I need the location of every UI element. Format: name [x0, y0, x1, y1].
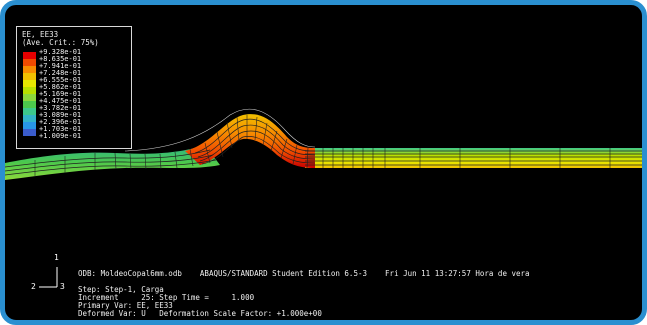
legend-tick-label: +8.635e-01 [39, 55, 82, 63]
legend-swatch [23, 122, 36, 129]
legend-tick-label: +7.941e-01 [39, 62, 82, 70]
undeformed-outline [124, 108, 316, 152]
legend-swatch [23, 80, 36, 87]
legend-swatch [23, 108, 36, 115]
odb-info-line: ODB: MoldeoCopal6mm.odb ABAQUS/STANDARD … [78, 269, 530, 278]
legend-tick-label: +2.396e-01 [39, 118, 82, 126]
legend-swatch [23, 101, 36, 108]
legend-tick-label: +5.169e-01 [39, 90, 82, 98]
deformed-var-line: Deformed Var: U Deformation Scale Factor… [78, 309, 322, 318]
mesh-layer-lines [5, 118, 642, 176]
legend-variable: EE, EE33 [22, 30, 59, 39]
legend-tick-label: +3.782e-01 [39, 104, 82, 112]
legend-swatch [23, 94, 36, 101]
deformed-mesh-plot [5, 108, 642, 180]
model-viewport[interactable]: EE, EE33 (Ave. Crit.: 75%) +9.328e-01 +8.… [5, 5, 642, 320]
legend-swatch [23, 52, 36, 59]
legend-tick-label: +5.862e-01 [39, 83, 82, 91]
mesh-band-right [305, 148, 642, 168]
legend-swatch [23, 115, 36, 122]
triad-axis-1-label: 1 [54, 253, 59, 262]
legend-swatch [23, 87, 36, 94]
legend-tick-label: +7.248e-01 [39, 69, 82, 77]
legend-tick-label: +9.328e-01 [39, 48, 82, 56]
step-info-line: Step: Step-1, Carga [78, 285, 164, 294]
contour-legend: EE, EE33 (Ave. Crit.: 75%) +9.328e-01 +8.… [16, 26, 132, 149]
mesh-band-left [5, 145, 220, 180]
legend-averaging: (Ave. Crit.: 75%) [22, 38, 99, 47]
legend-tick-label: +4.475e-01 [39, 97, 82, 105]
primary-var-line: Primary Var: EE, EE33 [78, 301, 173, 310]
triad-axis-3-label: 3 [60, 282, 65, 291]
legend-swatch [23, 59, 36, 66]
triad-axes-icon [39, 267, 58, 288]
mesh-element-lines [34, 115, 611, 177]
legend-swatch [23, 129, 36, 136]
mesh-bump [185, 114, 315, 168]
legend-swatch [23, 73, 36, 80]
legend-tick-label: +1.009e-01 [39, 132, 82, 140]
triad-axis-2-label: 2 [31, 282, 36, 291]
legend-swatch [23, 66, 36, 73]
increment-info-line: Increment 25: Step Time = 1.000 [78, 293, 255, 302]
legend-tick-label: +6.555e-01 [39, 76, 82, 84]
legend-tick-label: +3.089e-01 [39, 111, 82, 119]
legend-tick-label: +1.703e-01 [39, 125, 82, 133]
